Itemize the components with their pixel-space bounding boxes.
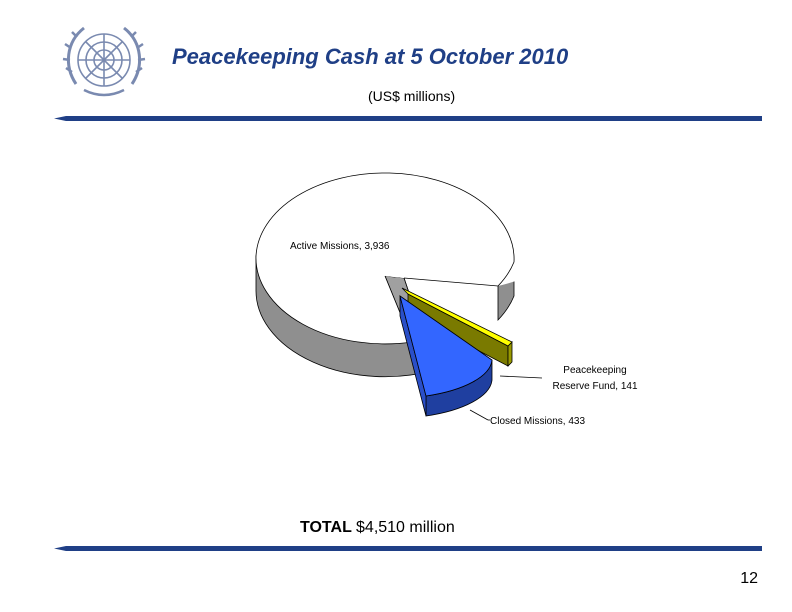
label-reserve-fund-line1: Peacekeeping (563, 365, 626, 376)
un-emblem-logo (58, 14, 150, 106)
pie-chart: Active Missions, 3,936 Peacekeeping Rese… (255, 170, 638, 427)
slide-subtitle: (US$ millions) (368, 88, 456, 104)
slice-closed-missions (399, 295, 493, 417)
label-closed-missions: Closed Missions, 433 (490, 416, 585, 427)
bottom-divider (54, 546, 762, 551)
closed-missions-leader-line-a (469, 409, 489, 421)
label-reserve-fund-line2: Reserve Fund, 141 (552, 381, 637, 392)
slide-title: Peacekeeping Cash at 5 October 2010 (172, 44, 569, 69)
slice-reserve-fund (401, 287, 513, 367)
total-summary: TOTAL $4,510 million (300, 519, 455, 537)
total-label: TOTAL (300, 519, 352, 536)
total-amount: $4,510 million (356, 519, 455, 536)
top-divider (54, 116, 762, 121)
label-active-missions: Active Missions, 3,936 (290, 241, 390, 252)
reserve-fund-leader-line (499, 375, 543, 379)
page-number: 12 (740, 570, 758, 587)
